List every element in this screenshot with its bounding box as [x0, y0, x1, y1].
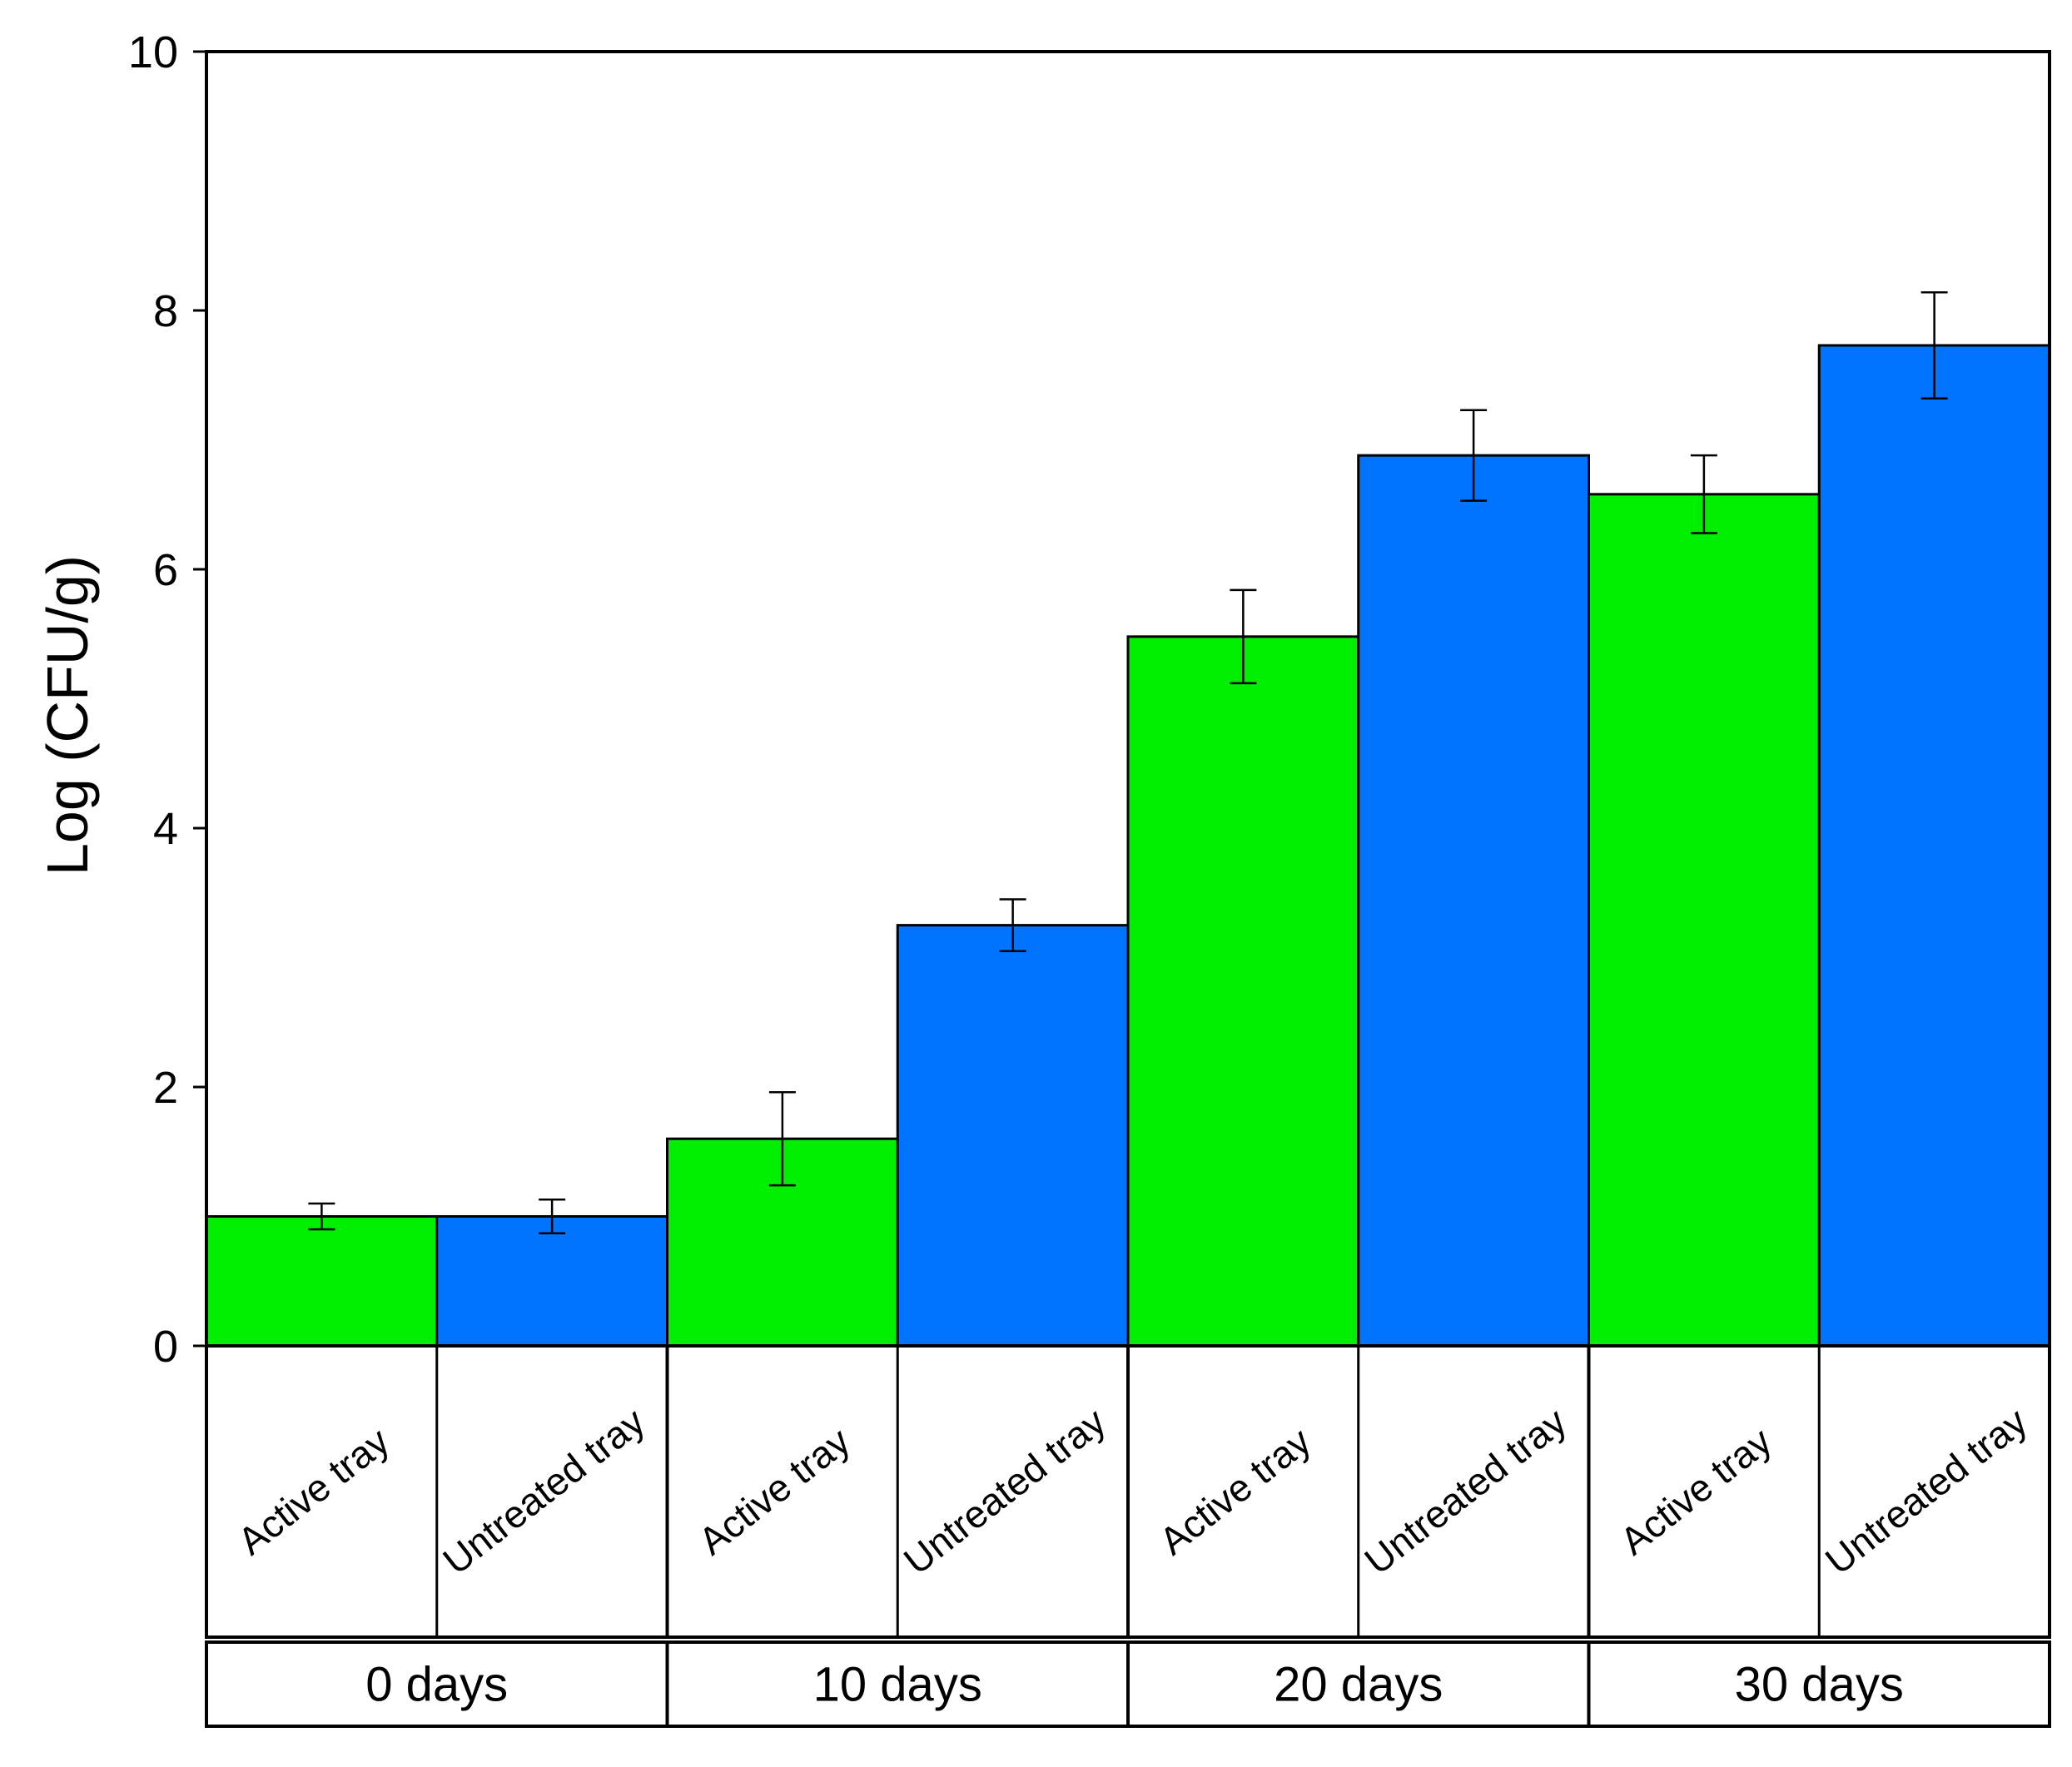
- y-tick-label: 8: [153, 286, 178, 336]
- y-tick-label: 4: [153, 804, 178, 854]
- category-label: Untreated tray: [896, 1399, 1114, 1582]
- y-tick-label: 10: [128, 27, 178, 77]
- category-label: Active tray: [1151, 1419, 1319, 1563]
- group-label: 0 days: [365, 1658, 508, 1712]
- group-label: 20 days: [1274, 1658, 1443, 1712]
- bar: [1126, 635, 1360, 1348]
- category-label: Active tray: [230, 1419, 397, 1563]
- category-label: Active tray: [690, 1419, 857, 1563]
- bar: [1817, 344, 2051, 1348]
- group-label: 30 days: [1735, 1658, 1904, 1712]
- bar: [205, 1215, 439, 1348]
- bar: [1357, 454, 1590, 1348]
- y-tick-label: 6: [153, 545, 178, 595]
- group-label: 10 days: [813, 1658, 982, 1712]
- y-ticks-layer: 0 2 4 6 8 10: [128, 27, 206, 1372]
- y-axis-label: Log (CFU/g): [35, 555, 100, 876]
- category-label: Active tray: [1612, 1419, 1779, 1563]
- bar: [896, 924, 1130, 1348]
- y-tick-label: 2: [153, 1063, 178, 1113]
- category-label: Untreated tray: [1817, 1399, 2035, 1582]
- category-label: Untreated tray: [435, 1399, 653, 1582]
- y-tick-label: 0: [153, 1322, 178, 1372]
- bar: [1588, 493, 1821, 1348]
- error-bars-layer: [308, 290, 1948, 1234]
- bars-layer: [205, 344, 2051, 1348]
- bar: [435, 1215, 668, 1348]
- category-label: Untreated tray: [1356, 1399, 1574, 1582]
- category-table: Active tray Untreated tray Active tray Untr…: [205, 1344, 2051, 1728]
